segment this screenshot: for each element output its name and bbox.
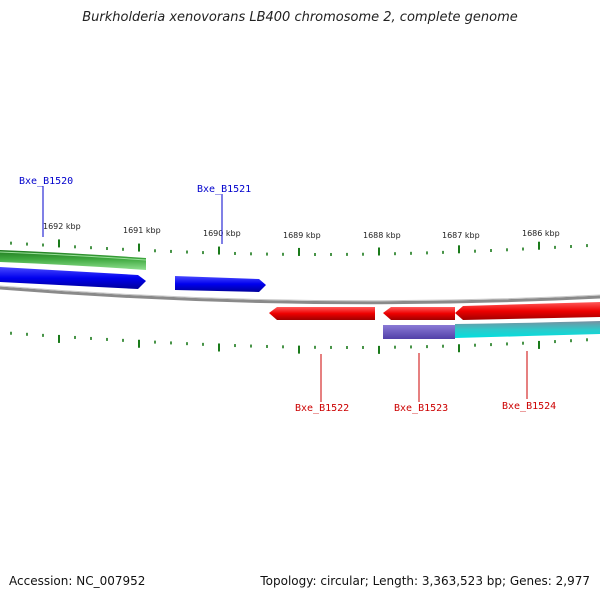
- scale-label-1687: 1687 kbp: [442, 231, 480, 240]
- inner-tick-row: [10, 331, 588, 354]
- gene-arrow-bxe-b1524[interactable]: [455, 302, 600, 320]
- gene-label-bxe-b1523[interactable]: Bxe_B1523: [394, 403, 448, 414]
- gene-arrow-bxe-b1522[interactable]: [269, 307, 375, 320]
- gene-arrow-bxe-b1523[interactable]: [383, 307, 455, 320]
- gc-band-cyan: [455, 321, 600, 338]
- gc-band-green: [0, 250, 146, 270]
- gene-label-bxe-b1524[interactable]: Bxe_B1524: [502, 401, 556, 412]
- gene-label-bxe-b1520[interactable]: Bxe_B1520: [19, 176, 73, 187]
- gene-arrow-bxe-b1521[interactable]: [175, 276, 266, 292]
- scale-label-1689: 1689 kbp: [283, 231, 321, 240]
- genome-summary-text: Topology: circular; Length: 3,363,523 bp…: [260, 574, 590, 588]
- gene-label-bxe-b1522[interactable]: Bxe_B1522: [295, 403, 349, 414]
- map-title: Burkholderia xenovorans LB400 chromosome…: [82, 10, 518, 25]
- gc-band-purple: [383, 325, 455, 339]
- scale-label-1691: 1691 kbp: [123, 226, 161, 235]
- chromosome-backbone-highlight: [0, 285, 600, 302]
- scale-label-1686: 1686 kbp: [522, 229, 560, 238]
- scale-label-1688: 1688 kbp: [363, 231, 401, 240]
- scale-labels: 1692 kbp 1691 kbp 1690 kbp 1689 kbp 1688…: [43, 222, 560, 240]
- gene-label-bxe-b1521[interactable]: Bxe_B1521: [197, 184, 251, 195]
- gene-arrow-bxe-b1520[interactable]: [0, 267, 146, 289]
- accession-text: Accession: NC_007952: [9, 574, 146, 588]
- scale-label-1692: 1692 kbp: [43, 222, 81, 231]
- chromosome-backbone: [0, 286, 600, 305]
- outer-tick-row: [10, 239, 588, 256]
- gc-band-green-edge: [0, 251, 147, 261]
